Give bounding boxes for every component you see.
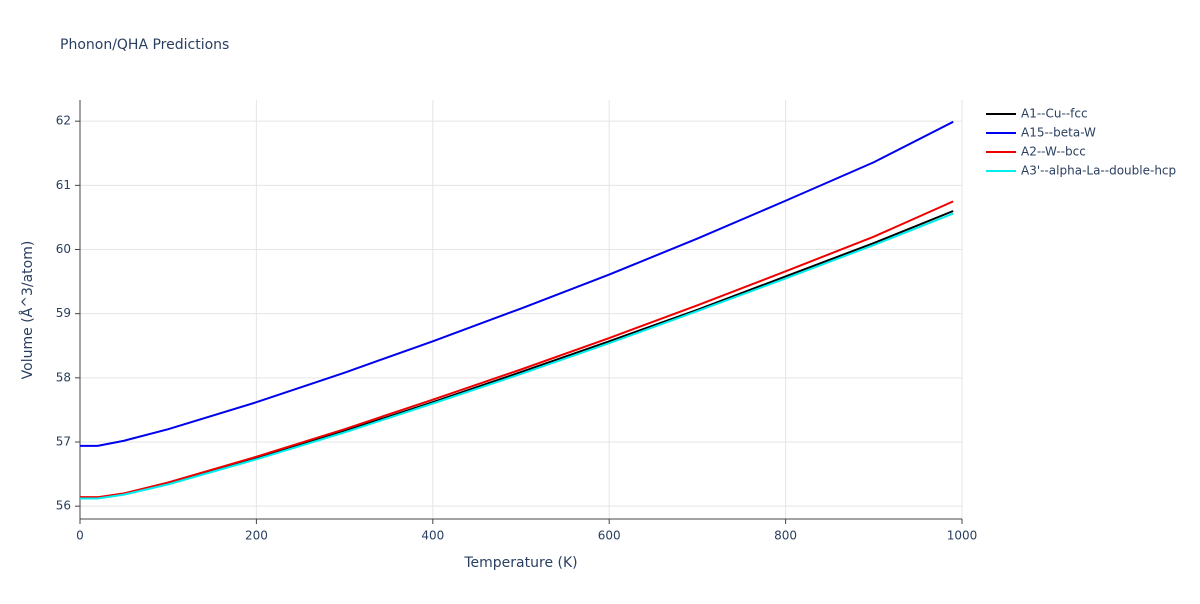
series-line <box>80 120 954 447</box>
x-tick-label: 0 <box>76 529 84 543</box>
series-line <box>80 200 954 499</box>
x-tick-label: 1000 <box>947 529 978 543</box>
x-tick-label: 800 <box>774 529 797 543</box>
y-tick-label: 61 <box>56 178 71 192</box>
legend-label: A2--W--bcc <box>1021 145 1086 159</box>
x-tick-label: 400 <box>421 529 444 543</box>
x-tick-label: 600 <box>598 529 621 543</box>
y-tick-label: 62 <box>56 114 71 128</box>
y-tick-label: 58 <box>56 370 71 384</box>
y-tick-label: 56 <box>56 499 71 513</box>
legend-label: A15--beta-W <box>1021 126 1096 140</box>
series-line <box>80 210 954 499</box>
series-line <box>80 212 954 500</box>
legend-label: A1--Cu--fcc <box>1021 107 1088 121</box>
x-tick-label: 200 <box>245 529 268 543</box>
y-tick-label: 60 <box>56 242 71 256</box>
x-axis-label: Temperature (K) <box>463 555 577 571</box>
legend-label: A3'--alpha-La--double-hcp <box>1021 164 1176 178</box>
y-tick-label: 59 <box>56 306 71 320</box>
y-axis-label: Volume (Å^3/atom) <box>19 241 36 380</box>
y-tick-label: 57 <box>56 435 71 449</box>
chart-title: Phonon/QHA Predictions <box>60 37 229 53</box>
